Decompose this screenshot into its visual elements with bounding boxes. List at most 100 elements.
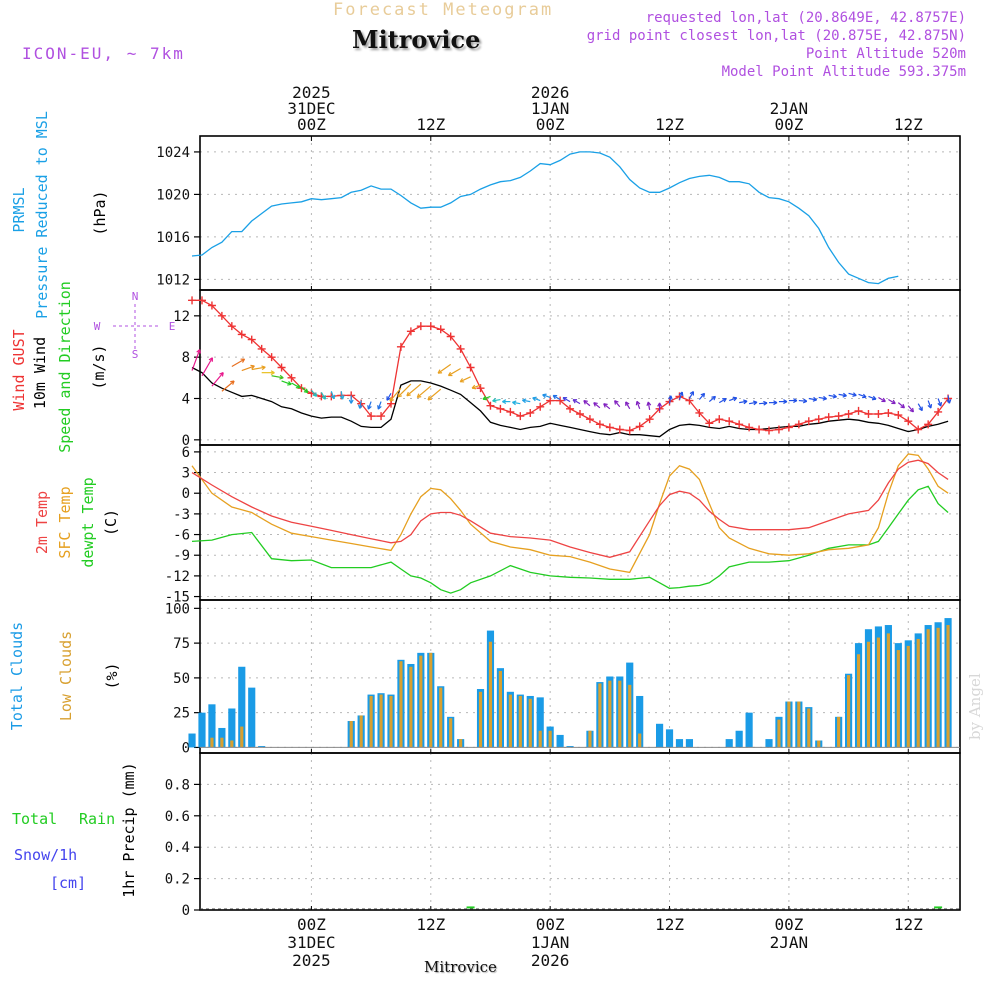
bottom-time-label: 2JAN xyxy=(770,933,809,952)
pressure-ytick-label: 1012 xyxy=(156,272,190,288)
temperature-axis-label: 2m Temp xyxy=(33,491,51,554)
wind-arrow-head xyxy=(753,400,758,406)
gust-marker xyxy=(585,415,594,424)
precip-ytick-label: 0.8 xyxy=(165,777,190,793)
wind-arrow-shaft xyxy=(897,402,905,409)
gust-marker xyxy=(784,423,793,432)
compass-n: N xyxy=(132,290,139,303)
bottom-time-label: 31DEC xyxy=(287,933,335,952)
gust-marker xyxy=(605,423,614,432)
clouds-axis-label: (%) xyxy=(103,662,121,689)
wind-arrow xyxy=(868,395,877,401)
wind-arrow xyxy=(271,374,284,380)
model-label: ICON-EU, ~ 7km xyxy=(22,44,185,63)
low-cloud-bar xyxy=(449,718,453,748)
gust-marker xyxy=(536,402,545,411)
wind-arrow-shaft xyxy=(593,402,601,409)
wind-arrow xyxy=(281,380,292,386)
wind-arrow-shaft xyxy=(678,391,683,400)
wind-arrow-head xyxy=(822,395,827,401)
wind-arrow xyxy=(522,398,531,404)
wind-arrow-head xyxy=(303,388,309,394)
wind-arrow xyxy=(437,363,452,374)
low-cloud-bar xyxy=(906,645,910,748)
temperature-axis-label: dewpt Temp xyxy=(79,477,97,567)
wind-arrow-shaft xyxy=(406,383,422,397)
top-time-label: 31DEC xyxy=(287,99,335,118)
clouds-ytick-label: 100 xyxy=(165,601,190,617)
pressure-ytick-label: 1020 xyxy=(156,187,190,203)
clouds-axis-label: Low Clouds xyxy=(57,631,75,721)
low-cloud-bar xyxy=(240,726,244,748)
total-cloud-bar xyxy=(765,739,773,748)
wind-arrow-head xyxy=(732,396,738,402)
low-cloud-bar xyxy=(548,730,552,748)
gust-marker xyxy=(715,415,724,424)
wind-arrow xyxy=(572,399,581,405)
gust-marker xyxy=(367,412,376,421)
pressure-series xyxy=(191,151,899,285)
wind-arrow xyxy=(542,393,551,399)
total-cloud-bar xyxy=(188,733,196,748)
wind-arrow-head xyxy=(625,401,630,406)
wind-arrow-shaft xyxy=(749,401,758,405)
wind-arrow-shaft xyxy=(301,386,309,393)
total-cloud-bar xyxy=(198,712,206,748)
temperature-frame xyxy=(199,444,961,601)
low-cloud-bar xyxy=(478,691,483,748)
wind-arrow-head xyxy=(502,399,507,405)
low-cloud-bar xyxy=(886,633,890,748)
wind-arrow xyxy=(241,364,255,372)
wind-arrow-head xyxy=(722,398,727,403)
wind-ytick-label: 8 xyxy=(182,350,190,366)
wind-arrow xyxy=(447,368,461,377)
total-cloud-bar xyxy=(685,739,694,748)
low-cloud-bar xyxy=(817,740,821,748)
gust-marker xyxy=(446,332,455,341)
point-altitude: Point Altitude 520m xyxy=(805,46,966,62)
wind-ytick-label: 12 xyxy=(173,309,190,325)
gust-marker xyxy=(824,413,833,422)
wind-arrow-head xyxy=(447,371,453,377)
wind-arrow-shaft xyxy=(448,368,461,377)
wind-axis-label: Wind GUST xyxy=(10,329,28,410)
wind-arrow-head xyxy=(603,403,608,408)
top-time-label: 12Z xyxy=(416,115,445,134)
wind-arrow-head xyxy=(763,400,768,406)
wind-arrow-head xyxy=(900,403,906,409)
low-cloud-bar xyxy=(946,625,950,748)
wind-arrow-head xyxy=(330,394,336,400)
temperature-axis-label: (C) xyxy=(102,509,120,536)
wind-arrow-shaft xyxy=(603,403,611,410)
low-cloud-bar xyxy=(459,739,463,748)
low-cloud-bar xyxy=(598,683,602,748)
dewpt-series xyxy=(191,485,949,594)
low-cloud-bar xyxy=(488,641,493,748)
wind-arrow-head xyxy=(389,397,394,402)
wind-arrow xyxy=(310,389,318,397)
bottom-time-label: 1JAN xyxy=(531,933,570,952)
gust-marker xyxy=(874,410,883,418)
gust-marker xyxy=(755,425,764,434)
bottom-time-label: 00Z xyxy=(536,915,565,934)
wind-arrow-head xyxy=(646,401,652,406)
gust-marker xyxy=(257,344,266,353)
wind-arrow-head xyxy=(562,397,568,402)
low-cloud-bar xyxy=(220,737,224,748)
wind-arrow-shaft xyxy=(878,396,886,402)
wind-axis-label: 10m Wind xyxy=(31,337,49,409)
temperature-axis-label: SFC Temp xyxy=(56,486,74,558)
top-time-label: 12Z xyxy=(894,115,923,134)
wind-arrow xyxy=(838,392,847,398)
wind-arrow xyxy=(320,391,326,400)
precip-legend-snow: Snow/1h xyxy=(14,846,77,864)
gust-marker xyxy=(804,417,813,426)
wind-arrow-head xyxy=(427,395,433,401)
wind-arrow xyxy=(471,384,481,390)
compass-cross xyxy=(113,304,158,350)
low-cloud-bar xyxy=(399,661,403,748)
wind-arrow-shaft xyxy=(201,357,213,377)
low-cloud-bar xyxy=(419,655,423,748)
wind-arrow xyxy=(251,365,266,371)
gust-marker xyxy=(695,408,704,417)
